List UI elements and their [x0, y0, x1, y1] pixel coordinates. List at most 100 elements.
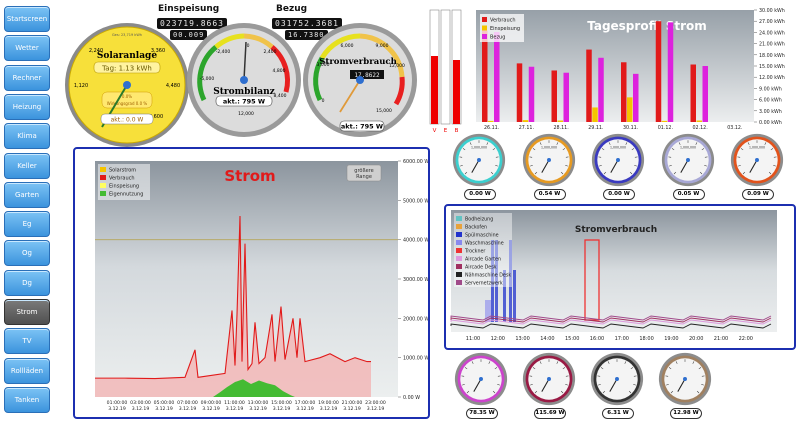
gauge-tick	[624, 361, 627, 364]
small-gauge-value: 0.00 W	[603, 189, 635, 200]
tick-label: 15,000	[376, 108, 392, 114]
x-tick-label: 3.12.19	[226, 406, 244, 412]
nav-wetter[interactable]: Wetter	[4, 35, 50, 62]
gauge-tick	[495, 165, 498, 167]
gauge-hub	[755, 158, 759, 162]
x-tick-label: 27.11.	[519, 125, 534, 131]
bar-einspeisung	[522, 120, 529, 122]
x-tick-label: 29.11.	[588, 125, 603, 131]
gauge-face: 1,000,000	[661, 133, 714, 187]
gauge-tick	[696, 390, 700, 394]
nav-tanken[interactable]: Tanken	[4, 386, 50, 413]
nav-rechner[interactable]: Rechner	[4, 64, 50, 91]
small-gauge-value: 0.05 W	[672, 189, 705, 200]
einspeisung-reading: 023719.8663	[157, 18, 227, 29]
gauge-tick	[599, 165, 602, 167]
tick-label: 3,360	[151, 48, 165, 54]
gauge-tick	[497, 384, 500, 386]
tick-label: 12,000	[238, 111, 254, 117]
legend-label: Verbrauch	[109, 176, 135, 182]
legend-label: Aircade Desk	[465, 265, 497, 271]
strom-panel: Strom 0.00 W 1000.00 W 2000.00 W 3000.00 W 40…	[73, 147, 430, 419]
gauge-face: 1,000,000	[730, 133, 784, 187]
gauge-tick	[539, 142, 541, 145]
legend-swatch	[100, 191, 106, 196]
gauge-hub	[546, 158, 551, 162]
stromverbrauch-current: akt.: 795 W	[341, 123, 383, 131]
gauge-tick	[562, 148, 565, 151]
tick-label: 2,400	[264, 49, 277, 55]
nav-rolll-den[interactable]: Rollläden	[4, 357, 50, 384]
x-tick-label: 23:00:00	[365, 400, 386, 406]
nav-startscreen[interactable]: Startscreen	[4, 6, 50, 32]
gauge-face	[658, 352, 712, 406]
gauge-scale-label: 1,000,000	[471, 145, 487, 149]
gauge-needle	[610, 159, 619, 173]
y-tick-label: 0.00 W	[403, 395, 420, 401]
stromverbrauch-panel: Stromverbrauch 11:00 12:00 13:00 14:00 15:00 1…	[444, 204, 796, 350]
gauge-tick	[768, 171, 772, 175]
nav-keller[interactable]: Keller	[4, 152, 50, 179]
tick-label: 4,800	[273, 68, 286, 74]
small-gauge-bottom-0	[454, 352, 508, 410]
bar-bezug	[702, 66, 708, 122]
verbrauch-line	[95, 216, 371, 380]
bar-bezug	[563, 72, 569, 122]
nav-klima[interactable]: Klima	[4, 123, 50, 150]
nav-strom[interactable]: Strom	[4, 299, 50, 325]
nav-garten[interactable]: Garten	[4, 181, 50, 208]
gauge-tick	[460, 165, 463, 167]
gauge-tick	[486, 142, 489, 145]
gauge-hub	[479, 377, 483, 381]
y-tick-label: 24.00 kWh	[759, 30, 785, 36]
gauge-tick	[631, 148, 635, 151]
legend-swatch	[456, 232, 462, 237]
gauge-hub	[615, 377, 619, 381]
bar-einspeisung	[488, 120, 494, 122]
gauge-face	[454, 352, 508, 406]
gauge-hub	[616, 158, 620, 162]
gauge-face: 1,000,000	[591, 133, 645, 187]
legend-label: Bezug	[490, 35, 505, 41]
range-button[interactable]	[346, 164, 382, 182]
nav-heizung[interactable]: Heizung	[4, 93, 50, 120]
tick-label: 12,000	[389, 63, 405, 69]
legend-swatch	[456, 248, 462, 253]
legend-swatch	[456, 216, 462, 221]
y-tick-label: 6000.00 W	[403, 159, 428, 165]
solar-pct: 0.0%	[122, 94, 132, 99]
nav-tv[interactable]: TV	[4, 328, 50, 355]
bar-bezug	[528, 66, 535, 122]
bezug-sub: 16.7380	[285, 30, 328, 40]
chart-title: Stromverbrauch	[575, 225, 657, 235]
solar-total: Ges: 23,719 kWh	[112, 33, 142, 37]
legend-box	[454, 213, 512, 287]
legend-swatch	[100, 175, 106, 180]
x-tick-label: 02.12.	[693, 125, 708, 131]
legend-swatch	[456, 256, 462, 261]
gauge-needle	[471, 159, 480, 173]
gauge-tick	[738, 165, 741, 167]
tick-label: -2,400	[216, 49, 231, 55]
nav-og[interactable]: Og	[4, 240, 50, 267]
x-tick-label: 17:00:00	[295, 400, 316, 406]
gauge-tick	[488, 361, 491, 364]
y-tick-label: 4000.00 W	[403, 238, 428, 244]
gauge-tick	[703, 165, 707, 167]
gauge-tick	[529, 165, 533, 167]
nav-dg[interactable]: Dg	[4, 269, 50, 296]
legend-label: Backofen	[465, 225, 487, 231]
bar-einspeisung	[557, 120, 563, 122]
gauge-needle	[679, 159, 688, 173]
nav-eg[interactable]: Eg	[4, 211, 50, 238]
x-tick-label: 26.11.	[484, 125, 499, 131]
series-line	[450, 317, 772, 323]
bar-verbrauch	[621, 62, 627, 122]
gauge-tick	[633, 384, 636, 386]
legend-label: Waschmaschine	[465, 241, 504, 247]
gauge-needle	[749, 159, 758, 173]
small-gauge-value: 0.54 W	[533, 189, 566, 200]
legend-label: Servernetzwerk	[465, 281, 503, 287]
gauge-tick	[490, 171, 494, 175]
level-bars: V E B	[429, 9, 462, 134]
